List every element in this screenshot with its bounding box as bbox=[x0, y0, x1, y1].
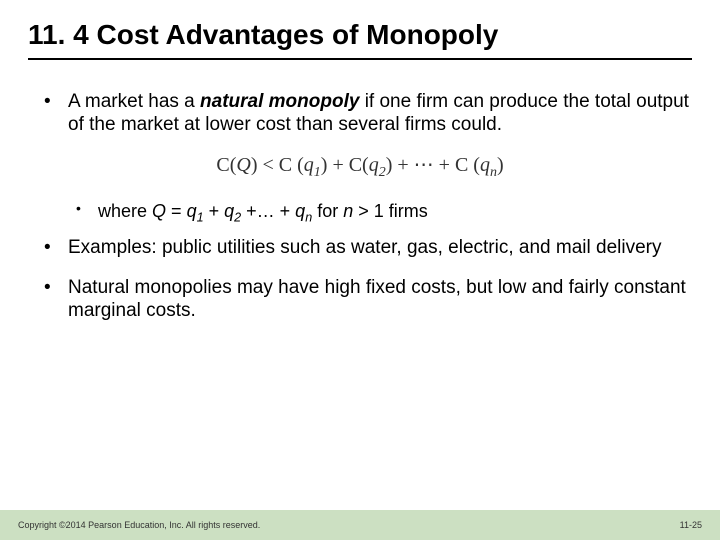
bullet-examples: Examples: public utilities such as water… bbox=[28, 236, 692, 260]
slide-title: 11. 4 Cost Advantages of Monopoly bbox=[28, 18, 692, 52]
bullet-where-clause: where Q = q1 + q2 +… + qn for n > 1 firm… bbox=[28, 200, 692, 226]
copyright-text: Copyright ©2014 Pearson Education, Inc. … bbox=[18, 520, 260, 530]
cost-inequality-formula: C(Q) < C (q1) + C(q2) + ⋯ + C (qn) bbox=[28, 153, 692, 182]
term-natural-monopoly: natural monopoly bbox=[200, 91, 359, 112]
text: > 1 firms bbox=[353, 201, 428, 221]
var-Q: Q bbox=[152, 201, 166, 221]
text: for bbox=[312, 201, 343, 221]
page-number: 11-25 bbox=[680, 520, 702, 530]
slide-footer: Copyright ©2014 Pearson Education, Inc. … bbox=[0, 510, 720, 540]
title-underline bbox=[28, 58, 692, 60]
slide-body: A market has a natural monopoly if one f… bbox=[28, 90, 692, 324]
sub-1: 1 bbox=[197, 210, 204, 224]
bullet-fixed-costs: Natural monopolies may have high fixed c… bbox=[28, 276, 692, 324]
var-n: n bbox=[343, 201, 353, 221]
text: = bbox=[166, 201, 187, 221]
var-qn: q bbox=[295, 201, 305, 221]
var-q1: q bbox=[187, 201, 197, 221]
text: + bbox=[204, 201, 225, 221]
text: where bbox=[98, 201, 152, 221]
text: +… + bbox=[241, 201, 295, 221]
text: A market has a bbox=[68, 91, 200, 112]
var-q2: q bbox=[224, 201, 234, 221]
slide: 11. 4 Cost Advantages of Monopoly A mark… bbox=[0, 0, 720, 540]
formula-text: C(Q) < C (q1) + C(q2) + ⋯ + C (qn) bbox=[216, 154, 503, 176]
bullet-natural-monopoly-def: A market has a natural monopoly if one f… bbox=[28, 90, 692, 138]
